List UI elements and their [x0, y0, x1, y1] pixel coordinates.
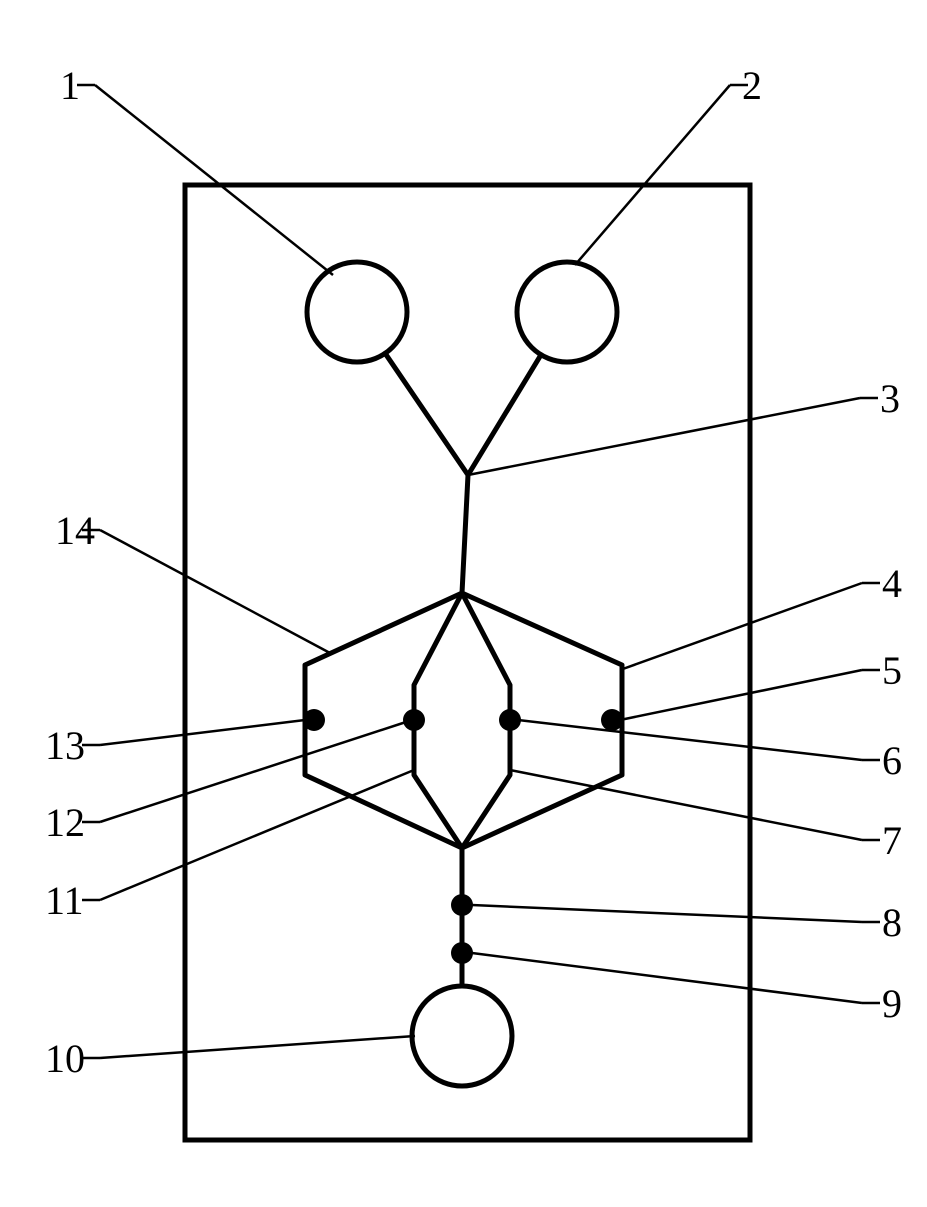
- leader-12: [100, 722, 406, 822]
- callout-label-2: 2: [742, 63, 762, 108]
- port-bottom: [412, 986, 512, 1086]
- node-dot-d11: [403, 709, 425, 731]
- callout-label-8: 8: [882, 900, 902, 945]
- port-top-right: [517, 262, 617, 362]
- callout-label-3: 3: [880, 376, 900, 421]
- leader-11: [100, 770, 414, 900]
- callout-label-9: 9: [882, 981, 902, 1026]
- node-dot-d9: [451, 942, 473, 964]
- chip-frame: [185, 185, 750, 1140]
- leader-10: [100, 1036, 415, 1058]
- y-right-arm: [468, 355, 541, 475]
- leader-13: [100, 720, 305, 745]
- leader-4: [620, 583, 862, 670]
- leader-7: [510, 770, 862, 840]
- node-dot-d8: [451, 894, 473, 916]
- callout-label-4: 4: [882, 561, 902, 606]
- node-dot-d6: [499, 709, 521, 731]
- leader-2: [575, 85, 730, 265]
- callout-label-12: 12: [45, 800, 85, 845]
- callout-label-7: 7: [882, 818, 902, 863]
- leader-1: [95, 85, 333, 275]
- callout-label-11: 11: [45, 878, 84, 923]
- leader-6: [518, 720, 862, 760]
- callout-label-14: 14: [55, 508, 95, 553]
- node-dot-d5: [601, 709, 623, 731]
- y-left-arm: [385, 353, 468, 475]
- port-top-left: [307, 262, 407, 362]
- leader-8: [472, 905, 862, 922]
- callout-label-5: 5: [882, 648, 902, 693]
- leader-9: [472, 953, 862, 1003]
- leader-3: [468, 398, 860, 475]
- node-dot-d13: [303, 709, 325, 731]
- leader-5: [620, 670, 862, 720]
- callout-label-1: 1: [60, 63, 80, 108]
- callout-label-13: 13: [45, 723, 85, 768]
- leader-14: [100, 530, 330, 653]
- y-stem: [462, 475, 468, 593]
- callout-label-6: 6: [882, 738, 902, 783]
- callout-label-10: 10: [45, 1036, 85, 1081]
